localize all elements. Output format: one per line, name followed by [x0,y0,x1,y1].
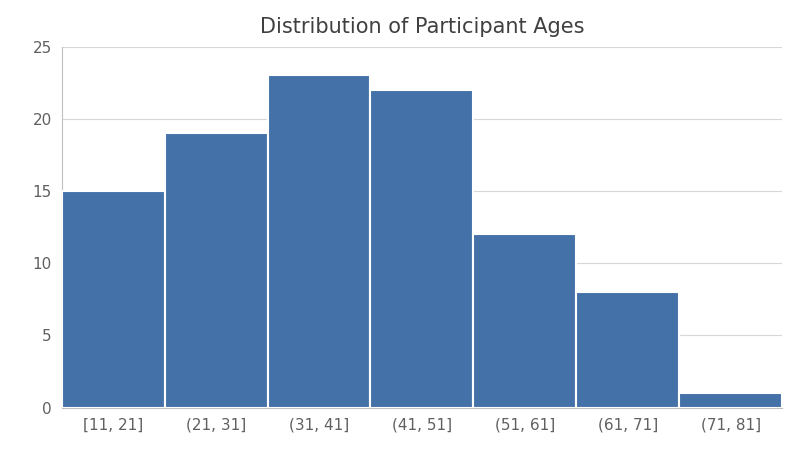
Bar [268,75,371,408]
Bar [371,90,474,408]
Title: Distribution of Participant Ages: Distribution of Participant Ages [260,17,584,37]
Bar [576,292,679,408]
Bar [62,191,165,408]
Bar [474,234,576,408]
Bar [679,393,782,408]
Bar [165,133,268,408]
